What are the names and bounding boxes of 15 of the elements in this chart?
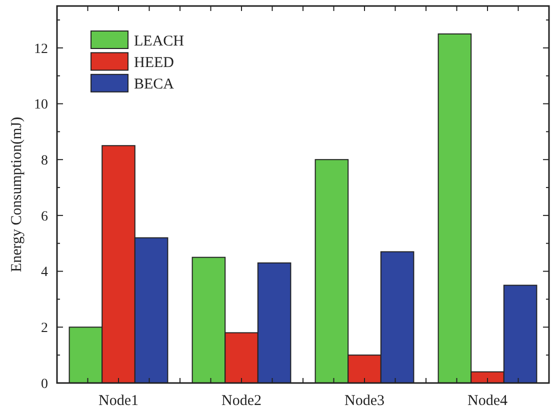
y-tick-label: 4 bbox=[41, 265, 48, 280]
x-tick-label: Node2 bbox=[222, 393, 262, 409]
legend-label: BECA bbox=[134, 76, 174, 93]
x-tick-label: Node4 bbox=[468, 393, 508, 409]
x-tick-label: Node1 bbox=[98, 393, 138, 409]
y-tick-label: 12 bbox=[34, 42, 48, 57]
x-tick-label: Node3 bbox=[344, 393, 384, 409]
y-tick-label: 2 bbox=[41, 321, 48, 336]
y-tick-label: 10 bbox=[34, 98, 48, 113]
y-tick-label: 6 bbox=[41, 209, 48, 224]
y-tick-label: 0 bbox=[41, 376, 48, 392]
legend-label: HEED bbox=[134, 54, 174, 71]
y-axis-title: Energy Consumption(mJ) bbox=[9, 116, 25, 272]
y-tick-label: 8 bbox=[41, 153, 48, 168]
legend-label: LEACH bbox=[134, 33, 184, 50]
